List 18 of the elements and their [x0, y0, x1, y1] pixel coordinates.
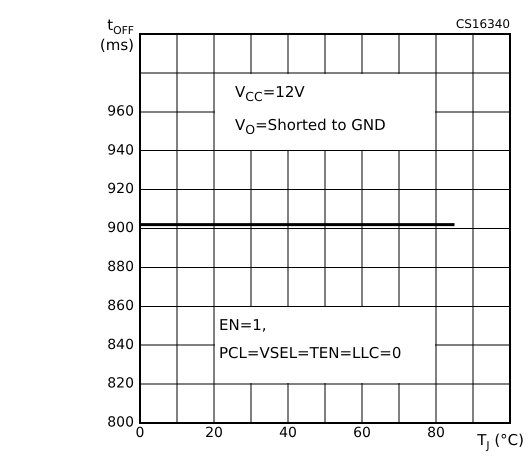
y-tick-label: 900 — [107, 220, 134, 236]
y-tick-label: 820 — [107, 376, 134, 392]
y-tick-label: 800 — [107, 414, 134, 431]
x-tick-label: 20 — [205, 425, 223, 442]
x-tick-label: 40 — [279, 425, 297, 442]
x-tick-label: 0 — [136, 425, 144, 442]
y-tick-label: 840 — [107, 336, 134, 353]
y-tick-label: 960 — [107, 103, 134, 120]
y-tick-label: 920 — [107, 181, 134, 198]
text: CS16340 — [456, 17, 510, 31]
x-tick-label: 60 — [353, 425, 371, 442]
y-tick-label: 940 — [107, 142, 134, 158]
x-tick-label: 80 — [427, 425, 445, 442]
y-tick-label: 880 — [107, 259, 134, 276]
annotation: EN=1, PCL=VSEL=TEN=LLC=0 — [219, 315, 402, 364]
note-box: V$_{CC}$=12V V$_{O}$=Shorted to GND — [215, 74, 435, 150]
note-box: EN=1, PCL=VSEL=TEN=LLC=0 — [215, 307, 435, 384]
y-tick-label: 860 — [107, 298, 134, 314]
